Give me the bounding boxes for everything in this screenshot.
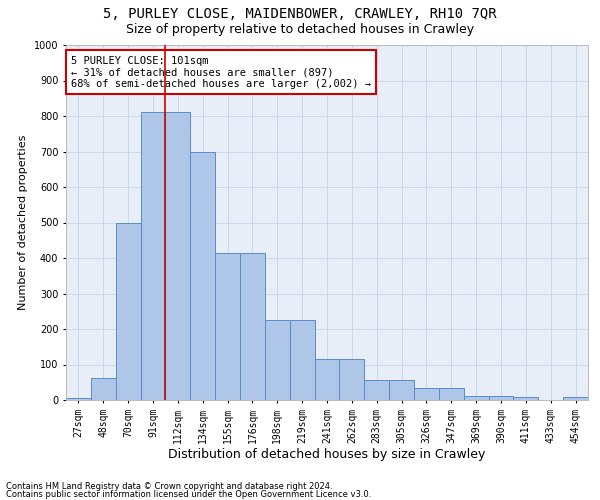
Bar [91, 378, 116, 400]
X-axis label: Distribution of detached houses by size in Crawley: Distribution of detached houses by size … [169, 448, 485, 462]
Bar [190, 152, 215, 400]
Text: 5, PURLEY CLOSE, MAIDENBOWER, CRAWLEY, RH10 7QR: 5, PURLEY CLOSE, MAIDENBOWER, CRAWLEY, R… [103, 8, 497, 22]
Bar [66, 398, 91, 400]
Text: Size of property relative to detached houses in Crawley: Size of property relative to detached ho… [126, 22, 474, 36]
Bar [464, 396, 488, 400]
Bar [340, 359, 364, 400]
Bar [265, 320, 290, 400]
Bar [215, 252, 240, 400]
Bar [389, 380, 414, 400]
Y-axis label: Number of detached properties: Number of detached properties [19, 135, 28, 310]
Bar [116, 222, 140, 400]
Bar [240, 252, 265, 400]
Bar [414, 388, 439, 400]
Bar [314, 359, 340, 400]
Bar [488, 396, 514, 400]
Bar [290, 320, 314, 400]
Bar [364, 380, 389, 400]
Bar [514, 397, 538, 400]
Bar [140, 112, 166, 400]
Text: Contains public sector information licensed under the Open Government Licence v3: Contains public sector information licen… [6, 490, 371, 499]
Bar [563, 397, 588, 400]
Text: Contains HM Land Registry data © Crown copyright and database right 2024.: Contains HM Land Registry data © Crown c… [6, 482, 332, 491]
Bar [439, 388, 464, 400]
Text: 5 PURLEY CLOSE: 101sqm
← 31% of detached houses are smaller (897)
68% of semi-de: 5 PURLEY CLOSE: 101sqm ← 31% of detached… [71, 56, 371, 89]
Bar [166, 112, 190, 400]
